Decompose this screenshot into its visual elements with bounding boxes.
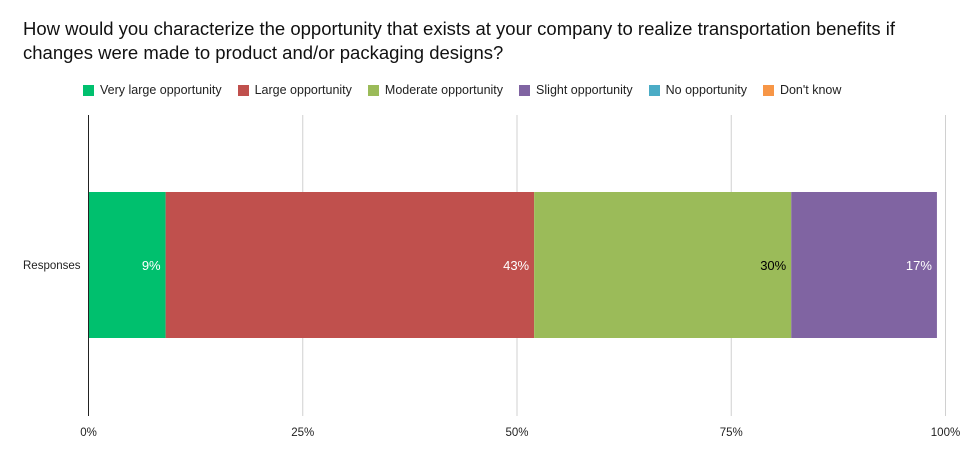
x-tick-label: 100% xyxy=(931,427,960,439)
legend: Very large opportunity Large opportunity M… xyxy=(83,83,857,97)
chart-title: How would you characterize the opportuni… xyxy=(23,18,896,63)
legend-label: Large opportunity xyxy=(254,83,352,97)
legend-item: Don't know xyxy=(762,83,842,97)
legend-label: Don't know xyxy=(779,83,842,97)
legend-label: No opportunity xyxy=(665,83,747,97)
legend-item: Slight opportunity xyxy=(519,83,633,97)
legend-swatch xyxy=(367,84,379,96)
category-label: Responses xyxy=(23,260,81,272)
legend-item: Large opportunity xyxy=(237,83,352,97)
x-tick-label: 50% xyxy=(505,427,528,439)
legend-label: Very large opportunity xyxy=(100,83,222,97)
x-tick-label: 0% xyxy=(80,427,97,439)
bar-segment xyxy=(88,192,166,338)
legend-label: Slight opportunity xyxy=(536,83,633,97)
legend-swatch xyxy=(519,84,531,96)
legend-item: Moderate opportunity xyxy=(367,83,504,97)
bar-segment xyxy=(534,192,792,338)
data-label: 30% xyxy=(760,258,786,273)
bar-segment xyxy=(791,192,937,338)
x-tick-label: 25% xyxy=(291,427,314,439)
legend-swatch xyxy=(762,84,774,96)
legend-item: Very large opportunity xyxy=(83,83,222,97)
legend-label: Moderate opportunity xyxy=(384,83,504,97)
x-tick-label: 75% xyxy=(720,427,743,439)
legend-swatch xyxy=(83,84,94,96)
legend-item: No opportunity xyxy=(648,83,747,97)
bar-segment xyxy=(165,192,535,338)
data-label: 9% xyxy=(142,258,161,273)
legend-swatch xyxy=(648,84,660,96)
data-label: 43% xyxy=(503,258,529,273)
data-label: 17% xyxy=(906,258,932,273)
legend-swatch xyxy=(237,84,249,96)
